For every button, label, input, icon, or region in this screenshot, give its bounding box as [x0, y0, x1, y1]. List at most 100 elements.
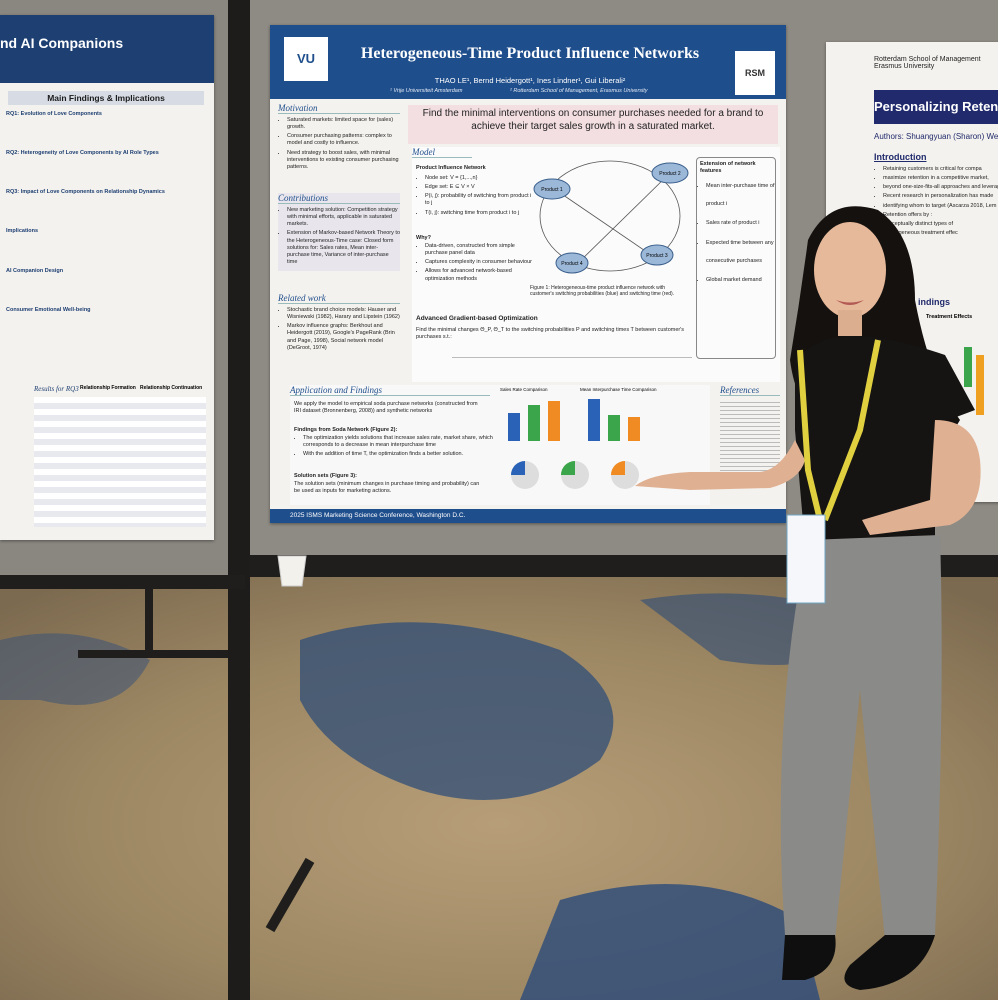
section-heading: Main Findings & Implications: [8, 91, 204, 105]
poster-title: nd AI Companions: [0, 35, 124, 51]
stand-foot: [265, 857, 315, 933]
authors: Authors: Shuangyuan (Sharon) We: [874, 132, 998, 141]
list-item: T(i, j): switching time from product i t…: [425, 210, 535, 217]
poster-footer: 2025 ISMS Marketing Science Conference, …: [270, 509, 786, 523]
list-item: Consumer Emotional Well-being: [6, 306, 91, 313]
list-item: Stochastic brand choice models: Hauser a…: [287, 307, 400, 321]
list-item: RQ3: Impact of Love Components on Relati…: [6, 189, 165, 196]
section-heading: Application and Findings: [290, 385, 490, 396]
footer-text: 2025 ISMS Marketing Science Conference, …: [290, 512, 466, 519]
bullet-list: New marketing solution: Competition stra…: [278, 207, 400, 266]
affiliation: ² Rotterdam School of Management, Erasmu…: [510, 88, 648, 94]
board-post: [228, 0, 250, 1000]
list-item: Captures complexity in consumer behaviou…: [425, 259, 535, 266]
figure-bar: [548, 401, 560, 441]
equation: [452, 345, 692, 358]
figure-bar: [608, 415, 620, 441]
solution-text: The solution sets (minimum changes in pu…: [294, 481, 480, 495]
bullet-list: Stochastic brand choice models: Hauser a…: [278, 307, 400, 352]
vu-logo: VU: [284, 37, 328, 81]
list-item: heterogeneous treatment effec: [883, 230, 998, 237]
list-item: Markov influence graphs: Berkhout and He…: [287, 323, 400, 352]
list-item: conceptually distinct types of: [883, 221, 998, 228]
list-item: Sales rate of product i: [706, 215, 775, 233]
rsm-logo: RSM: [735, 51, 775, 95]
node-label: Product 4: [561, 261, 583, 267]
list-item: AI Companion Design: [6, 267, 64, 274]
list-item: Saturated markets: limited space for (sa…: [287, 117, 400, 131]
section-heading: Related work: [278, 293, 400, 304]
model: Model Product Influence Network Node set…: [412, 147, 780, 382]
node-label: Product 3: [646, 253, 668, 259]
list-item: Retaining customers is critical for comp…: [883, 166, 998, 173]
list-item: identifying whom to target (Ascarza 2018…: [883, 203, 998, 210]
subheading: Product Influence Network: [416, 165, 486, 171]
node-label: Product 2: [659, 171, 681, 177]
carpet-pattern: [520, 884, 820, 1000]
list-item: Expected time between any consecutive pu…: [706, 235, 775, 270]
contributions: Contributions New marketing solution: Co…: [278, 193, 400, 272]
list-item: Need strategy to boost sales, with minim…: [287, 150, 400, 171]
figure-caption: Figure 1: Heterogeneous-time product inf…: [530, 285, 675, 297]
poster-title: Personalizing Retent: [874, 90, 998, 124]
right-poster: Rotterdam School of Management Erasmus U…: [826, 42, 998, 502]
section-heading: Model: [412, 147, 472, 158]
node-label: Product 1: [541, 187, 563, 193]
network-edge: [574, 172, 671, 267]
subheading: Why?: [416, 235, 431, 241]
section-heading: Motivation: [278, 103, 400, 114]
list-item: Edge set: E ⊆ V × V: [425, 184, 535, 191]
paper-cup: [277, 555, 307, 587]
network-diagram: Product 1 Product 2 Product 3 Product 4: [533, 160, 689, 274]
figure-pie-slice: [611, 461, 625, 475]
subheading: Solution sets (Figure 3):: [294, 473, 357, 479]
list-item: Mean inter-purchase time of product i: [706, 178, 775, 213]
section-heading: Introduction: [874, 152, 927, 162]
section-heading: References: [720, 385, 780, 396]
figure-pie-slice: [561, 461, 575, 475]
institution: Rotterdam School of Management Erasmus U…: [874, 56, 981, 70]
motivation: Motivation Saturated markets: limited sp…: [278, 103, 400, 173]
bullet-list: Retaining customers is critical for comp…: [874, 166, 998, 239]
figure-bar: [976, 355, 984, 415]
chart-title: Mean Interpurchase Time Comparison: [580, 387, 657, 392]
references: References: [720, 385, 780, 479]
section-heading: Contributions: [278, 193, 400, 204]
application: Application and Findings We apply the mo…: [290, 385, 710, 505]
network-edge: [539, 160, 681, 272]
figure-pie-slice: [511, 461, 525, 475]
banner: Find the minimal interventions on consum…: [408, 105, 778, 144]
board-rail: [250, 555, 998, 577]
list-item: maximize retention in a competitive mark…: [883, 175, 998, 182]
list-item: P(i, j): probability of switching from p…: [425, 193, 535, 207]
stand-foot: [78, 650, 228, 658]
network-node: [651, 162, 689, 184]
optimization-text: Find the minimal changes Θ_P, Θ_T to the…: [416, 327, 685, 341]
poster-header: [270, 25, 786, 99]
authors: THAO LE¹, Bernd Heidergott¹, Ines Lindne…: [434, 76, 626, 85]
application-intro: We apply the model to empirical soda pur…: [294, 401, 478, 415]
network-node: [533, 178, 571, 200]
figure-bar: [528, 405, 540, 441]
figure-bar: [628, 417, 640, 441]
findings-figure: [964, 347, 984, 415]
list-item: Allows for advanced network-based optimi…: [425, 268, 535, 282]
subheading: Treatment Effects: [926, 314, 973, 320]
network-edge: [549, 185, 661, 262]
bullet-list: The optimization yields solutions that i…: [294, 435, 493, 460]
left-poster: nd AI Companions Main Findings & Implica…: [0, 15, 214, 540]
bullet-list: Data-driven, constructed from simple pur…: [416, 243, 535, 285]
stand-leg: [145, 585, 153, 655]
list-item: Data-driven, constructed from simple pur…: [425, 243, 535, 257]
figure-bar: [588, 399, 600, 441]
network-node: [640, 244, 674, 266]
list-item: Retention offers by :: [883, 212, 998, 219]
list-item: RQ1: Evolution of Love Components: [6, 111, 102, 117]
subsection-list: RQ1: Evolution of Love Components RQ2: He…: [6, 111, 196, 346]
poster-header: [0, 15, 214, 83]
list-item: With the addition of time T, the optimiz…: [303, 451, 493, 458]
extension-box: Extension of network features Mean inter…: [696, 157, 776, 359]
main-poster: VU RSM Heterogeneous-Time Product Influe…: [270, 25, 786, 523]
list-item: Recent research in personalization has m…: [883, 193, 998, 200]
